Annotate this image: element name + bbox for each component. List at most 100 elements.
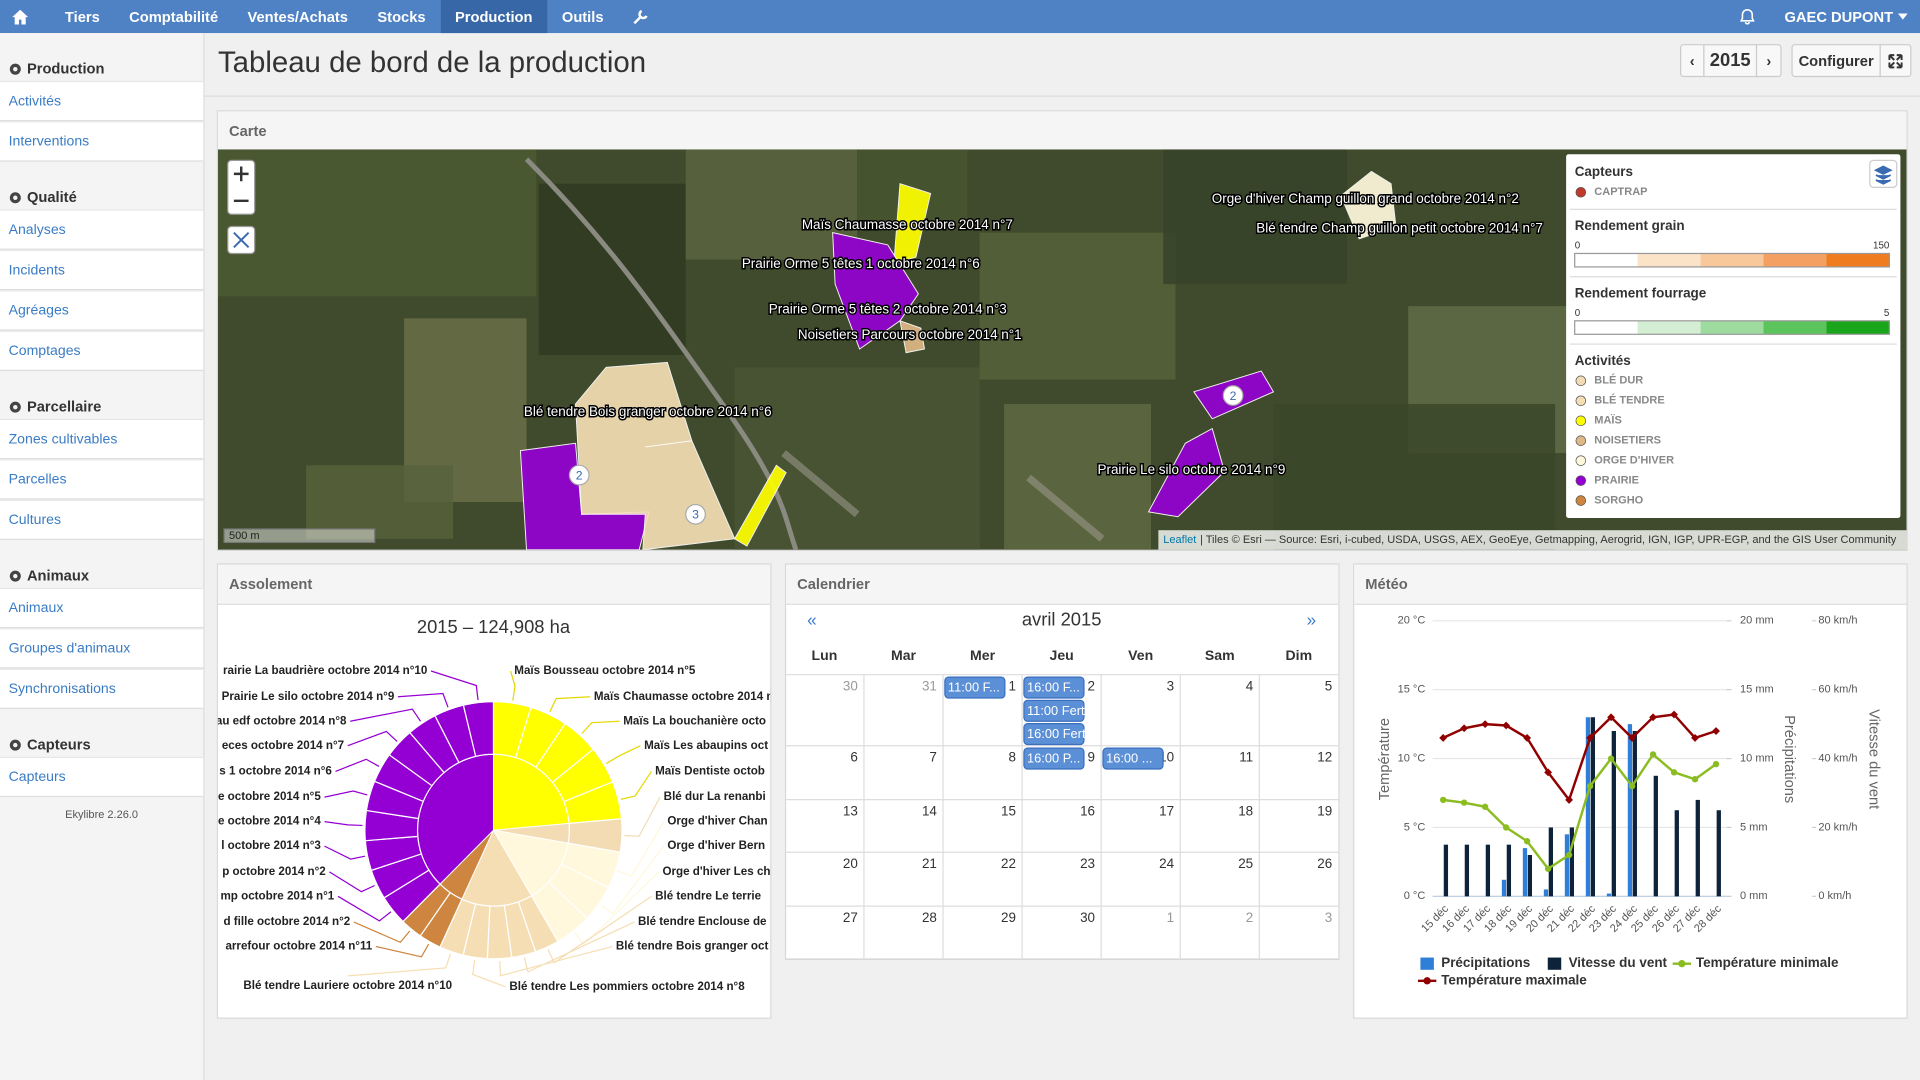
y3-tick-label: 80 km/h	[1818, 615, 1857, 627]
slice-label: Maïs Bousseau octobre 2014 n°5	[514, 664, 696, 677]
legend-max: 5	[1884, 308, 1890, 319]
bar	[1632, 731, 1637, 897]
sidebar-link[interactable]: Incidents	[0, 249, 204, 291]
calendar-prev[interactable]: «	[807, 609, 817, 629]
parcel	[1147, 427, 1226, 518]
weekday: Jeu	[1049, 647, 1073, 663]
calendar-event[interactable]	[1023, 699, 1085, 722]
line-marker	[1586, 733, 1595, 742]
page-title: Tableau de bord de la production	[217, 46, 647, 80]
line-marker	[1460, 724, 1469, 733]
calendar-event[interactable]	[1102, 747, 1164, 770]
weekday: Lun	[812, 647, 838, 663]
section-title: Capteurs	[26, 735, 91, 754]
sidebar-link[interactable]: Activités	[0, 80, 204, 122]
day-number: 27	[843, 910, 858, 925]
legend-title: Capteurs	[1575, 164, 1633, 179]
prev-year[interactable]: ‹	[1680, 44, 1705, 78]
leaflet-link[interactable]: Leaflet	[1163, 534, 1196, 546]
home-button[interactable]	[0, 0, 40, 33]
spacer	[40, 0, 50, 33]
line-marker	[1439, 733, 1448, 742]
tools-button[interactable]	[618, 0, 662, 33]
sidebar-link[interactable]: Comptages	[0, 330, 204, 372]
legend-ramp-step	[1574, 320, 1638, 335]
line-marker	[1523, 838, 1531, 845]
legend-label: Température minimale	[1696, 955, 1839, 970]
leader-line	[510, 670, 516, 701]
calendar-event[interactable]	[1023, 747, 1085, 770]
bar	[1522, 848, 1528, 897]
legend-min: 0	[1575, 241, 1581, 252]
legend-ramp-step	[1763, 320, 1827, 335]
y3-tick-label: 60 km/h	[1818, 684, 1857, 696]
slice-label: arrefour octobre 2014 n°11	[225, 940, 372, 953]
legend-ramp-step	[1574, 253, 1638, 267]
nav-item[interactable]: Outils	[561, 7, 604, 26]
zoom-icons	[233, 166, 249, 203]
sidebar-section: Capteurs	[0, 709, 203, 757]
calendar-event[interactable]	[1023, 676, 1085, 699]
spacer	[662, 0, 1725, 33]
slice-label: l octobre 2014 n°3	[221, 839, 321, 852]
sidebar-link[interactable]: Interventions	[0, 121, 204, 162]
configure-button[interactable]: Configurer	[1791, 44, 1881, 78]
leader-line	[472, 959, 506, 988]
next-year[interactable]: ›	[1755, 44, 1782, 78]
day-number: 11	[1239, 750, 1253, 765]
map: 2 2 3 Maïs Chaumasse octobre 2014 n°7 Prairi…	[217, 149, 1907, 550]
terrain	[217, 149, 537, 297]
notifications[interactable]	[1726, 0, 1770, 33]
section-icon	[9, 63, 21, 75]
sidebar-link[interactable]: Synchronisations	[0, 668, 204, 709]
sidebar-link[interactable]: Agréages	[0, 290, 204, 331]
calendar-event[interactable]	[944, 676, 1006, 699]
y-tick-label: 10 °C	[1398, 752, 1426, 764]
slice-label: mp octobre 2014 n°1	[220, 889, 334, 902]
legend-title: Activités	[1575, 353, 1631, 368]
road	[524, 157, 799, 550]
fullscreen-button[interactable]	[1879, 44, 1912, 78]
sidebar: Production Activités Interventions Qualité A…	[0, 33, 205, 1080]
sidebar-link[interactable]: Zones cultivables	[0, 418, 204, 460]
line	[1442, 713, 1717, 803]
nav-item[interactable]: Stocks	[377, 7, 426, 26]
legend-item: BLÉ TENDRE	[1594, 394, 1664, 407]
parcel-label: Blé tendre Champ guillon petit octobre 2…	[1256, 221, 1543, 236]
legend-symbol	[1420, 957, 1434, 970]
sidebar-link[interactable]: Capteurs	[0, 756, 204, 798]
nav-item[interactable]: Ventes/Achats	[247, 7, 348, 26]
day-number: 16	[1080, 803, 1095, 818]
calendar-event[interactable]	[1023, 723, 1085, 746]
day-number: 28	[922, 910, 937, 925]
version: Ekylibre 2.26.0	[65, 808, 139, 821]
sidebar-link[interactable]: Parcelles	[0, 459, 204, 500]
section-icon	[9, 570, 21, 582]
section-icon	[9, 738, 21, 750]
map-marker	[685, 503, 706, 525]
activity-dot	[1575, 455, 1587, 466]
wrench-icon	[633, 9, 648, 24]
sidebar-section: Qualité	[0, 162, 203, 210]
day-number: 12	[1317, 750, 1332, 765]
top-nav: Tiers Comptabilité Ventes/Achats Stocks Prod…	[0, 0, 1920, 34]
calendar-next[interactable]: »	[1307, 609, 1317, 629]
y2-tick-label: 5 mm	[1740, 821, 1768, 833]
leader-line	[375, 943, 430, 958]
nav-item[interactable]: Comptabilité	[129, 7, 219, 26]
sidebar-link[interactable]: Animaux	[0, 587, 204, 629]
sidebar-link[interactable]: Analyses	[0, 209, 204, 250]
sidebar-link[interactable]: Groupes d'animaux	[0, 628, 204, 669]
leader-line	[574, 871, 660, 946]
nav-item[interactable]: Tiers	[64, 7, 100, 26]
sidebar-link[interactable]: Cultures	[0, 499, 204, 540]
line-marker	[1502, 824, 1510, 831]
y-tick-label: 0 °C	[1404, 890, 1426, 902]
nav-item[interactable]: Production	[440, 0, 548, 34]
leader-line	[350, 708, 422, 722]
account-menu[interactable]: GAEC DUPONT	[1770, 0, 1920, 33]
line	[1442, 752, 1717, 871]
parcel-label: Prairie Le silo octobre 2014 n°9	[1097, 462, 1285, 477]
legend-label: Vitesse du vent	[1569, 955, 1668, 970]
